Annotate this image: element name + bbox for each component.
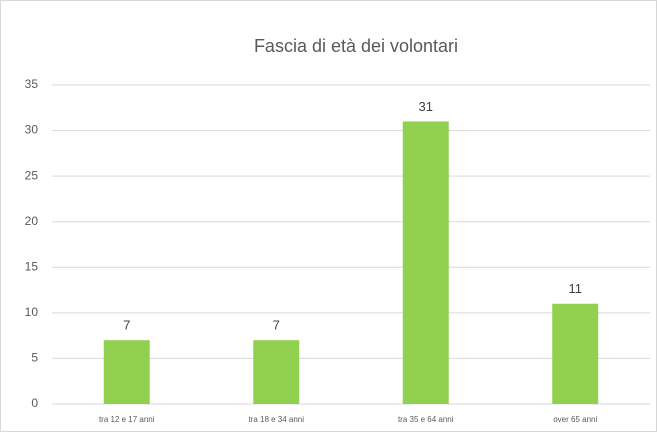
y-tick-label: 10 [25,305,39,319]
data-label: 11 [569,281,583,296]
x-tick-label: over 65 anni [553,415,597,424]
chart-title: Fascia di età dei volontari [254,36,458,56]
bar [552,303,599,404]
y-tick-label: 30 [25,123,39,137]
bar [253,340,300,404]
bar [103,340,150,404]
y-tick-label: 25 [25,168,39,182]
x-tick-label: tra 12 e 17 anni [99,415,155,424]
y-tick-label: 5 [31,351,38,365]
y-tick-label: 0 [31,396,38,410]
x-tick-label: tra 18 e 34 anni [248,415,304,424]
y-tick-label: 15 [25,259,39,273]
data-label: 7 [123,318,130,333]
y-tick-label: 35 [25,77,39,91]
x-tick-label: tra 35 e 64 anni [398,415,454,424]
data-label: 31 [419,99,433,114]
data-label: 7 [273,318,280,333]
y-tick-label: 20 [25,214,39,228]
bar [402,121,449,404]
